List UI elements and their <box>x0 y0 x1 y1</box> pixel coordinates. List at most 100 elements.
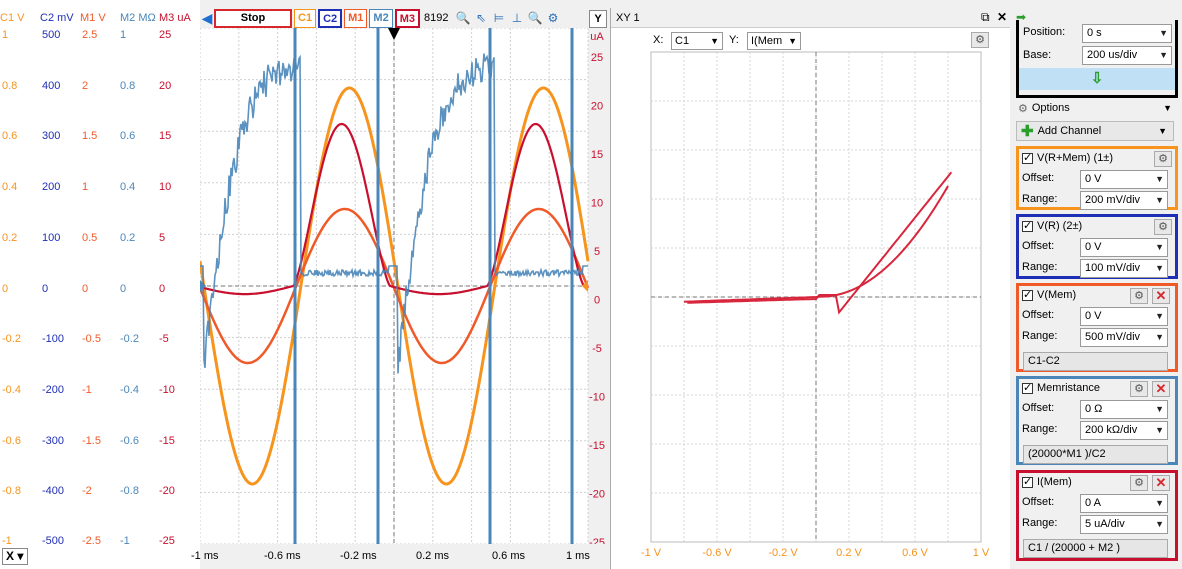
offset-select[interactable]: 0 A ▼ <box>1080 494 1168 513</box>
checkbox-icon[interactable] <box>1022 221 1033 232</box>
axis-header-c1: C1 V <box>0 12 24 24</box>
channel-m1-button[interactable]: M1 <box>344 9 367 28</box>
channel-enable-checkbox[interactable]: V(R) (2±) <box>1022 220 1082 232</box>
axis-tick-label: 2.5 <box>82 29 97 41</box>
axis-tick-label: 500 <box>42 29 60 41</box>
channel-m2-button[interactable]: M2 <box>369 9 392 28</box>
range-select[interactable]: 200 kΩ/div ▼ <box>1080 421 1168 440</box>
axis-tick-label: -1.5 <box>82 435 101 447</box>
xy-x-select[interactable]: C1 ▼ <box>671 32 723 50</box>
axis-tick-label: 300 <box>42 130 60 142</box>
axis-tick-label: 0.2 <box>120 232 135 244</box>
checkbox-icon[interactable] <box>1022 290 1033 301</box>
channel-m3-button[interactable]: M3 <box>395 9 420 28</box>
options-row[interactable]: ⚙ Options ▼ <box>1018 99 1178 117</box>
axis-tick-label: -0.8 <box>120 485 139 497</box>
channel-expression-field[interactable]: C1-C2 <box>1023 352 1168 371</box>
range-select[interactable]: 5 uA/div ▼ <box>1080 515 1168 534</box>
axis-tick-label: -15 <box>159 435 175 447</box>
offset-select[interactable]: 0 V ▼ <box>1080 170 1168 189</box>
xy-x-tick-label: -1 V <box>641 547 662 559</box>
xy-settings-gear-icon[interactable]: ⚙ <box>971 32 989 48</box>
channel-settings-gear-icon[interactable]: ⚙ <box>1154 151 1172 167</box>
add-channel-button[interactable]: ✚ Add Channel ▼ <box>1016 121 1174 141</box>
close-icon[interactable]: ✕ <box>997 10 1007 24</box>
scope-toolbar: ◀ Stop C1 C2 M1 M2 M3 8192 s 🔍 ⇖ ⊨ ⊥ 🔍 ⚙ <box>200 8 608 28</box>
axis-tick-label: 1 <box>120 29 126 41</box>
channel-c2-button[interactable]: C2 <box>318 9 342 28</box>
restore-icon[interactable]: ⧉ <box>981 10 990 25</box>
xy-x-tick-label: -0.6 V <box>702 547 732 559</box>
axis-tick-label: 0 <box>42 283 48 295</box>
range-select[interactable]: 500 mV/div ▼ <box>1080 328 1168 347</box>
axis-tick-label: 0.5 <box>82 232 97 244</box>
stop-button[interactable]: Stop <box>214 9 292 28</box>
axis-tick-label: 0 <box>2 283 8 295</box>
cursor-icon[interactable]: ⇖ <box>472 9 490 27</box>
xy-y-label: Y: <box>729 34 739 46</box>
channel-name: Memristance <box>1037 382 1100 394</box>
xy-y-select[interactable]: I(Mem ▼ <box>747 32 801 50</box>
right-tick-label: -15 <box>589 440 605 452</box>
axis-tick-label: -2.5 <box>82 535 101 547</box>
channel-enable-checkbox[interactable]: V(Mem) <box>1022 289 1076 301</box>
channel-settings-gear-icon[interactable]: ⚙ <box>1154 219 1172 235</box>
offset-select[interactable]: 0 Ω ▼ <box>1080 400 1168 419</box>
axis-tick-label: 1 <box>2 29 8 41</box>
measure-v-icon[interactable]: ⊥ <box>508 9 526 27</box>
axis-tick-label: -0.6 <box>2 435 21 447</box>
channel-expression-field[interactable]: (20000*M1 )/C2 <box>1023 445 1168 464</box>
range-select[interactable]: 100 mV/div ▼ <box>1080 259 1168 278</box>
remove-channel-icon[interactable]: ✕ <box>1152 381 1170 397</box>
channel-c1-button[interactable]: C1 <box>294 9 316 28</box>
x-axis-dropdown[interactable]: X ▾ <box>2 548 28 565</box>
right-tick-label: 0 <box>594 295 600 307</box>
right-tick-label: -20 <box>589 489 605 501</box>
xy-x-tick-label: 0.6 V <box>902 547 928 559</box>
channel-settings-gear-icon[interactable]: ⚙ <box>1130 288 1148 304</box>
offset-label: Offset: <box>1022 402 1054 414</box>
chevron-down-icon: ▼ <box>1163 103 1172 113</box>
offset-select[interactable]: 0 V ▼ <box>1080 307 1168 326</box>
axis-tick-label: 0.6 <box>120 130 135 142</box>
remove-channel-icon[interactable]: ✕ <box>1152 288 1170 304</box>
zoom-icon[interactable]: 🔍 <box>526 9 544 27</box>
channel-enable-checkbox[interactable]: Memristance <box>1022 382 1100 394</box>
zoom-in-icon[interactable]: 🔍 <box>454 9 472 27</box>
right-tick-label: -10 <box>589 392 605 404</box>
right-tick-label: -5 <box>592 343 602 355</box>
channel-settings-gear-icon[interactable]: ⚙ <box>1130 475 1148 491</box>
channel-enable-checkbox[interactable]: I(Mem) <box>1022 476 1072 488</box>
settings-gear-icon[interactable]: ⚙ <box>544 9 562 27</box>
offset-select[interactable]: 0 V ▼ <box>1080 238 1168 257</box>
time-base-box: Position: 0 s ▼ Base: 200 us/div ▼ ⇩ <box>1016 20 1178 98</box>
right-tick-label: 5 <box>594 246 600 258</box>
base-label: Base: <box>1023 49 1051 61</box>
checkbox-icon[interactable] <box>1022 153 1033 164</box>
scope-plot[interactable]: uA 25 20 15 10 5 0 -5 -10 -15 -20 -25 <box>200 28 608 544</box>
collapse-arrow-icon[interactable]: ◀ <box>200 10 214 27</box>
axis-tick-label: 0 <box>120 283 126 295</box>
checkbox-icon[interactable] <box>1022 383 1033 394</box>
axis-tick-label: -20 <box>159 485 175 497</box>
channel-enable-checkbox[interactable]: V(R+Mem) (1±) <box>1022 152 1113 164</box>
channel-expression-field[interactable]: C1 / (20000 + M2 ) <box>1023 539 1168 558</box>
offset-label: Offset: <box>1022 172 1054 184</box>
base-select[interactable]: 200 us/div ▼ <box>1082 46 1172 65</box>
position-select[interactable]: 0 s ▼ <box>1082 24 1172 43</box>
offset-label: Offset: <box>1022 309 1054 321</box>
channel-settings-gear-icon[interactable]: ⚙ <box>1130 381 1148 397</box>
range-select[interactable]: 200 mV/div ▼ <box>1080 191 1168 210</box>
checkbox-icon[interactable] <box>1022 477 1033 488</box>
axis-tick-label: -0.2 <box>120 333 139 345</box>
measure-h-icon[interactable]: ⊨ <box>490 9 508 27</box>
axis-header-c2: C2 mV <box>40 12 74 24</box>
y-axis-button[interactable]: Y <box>589 10 607 28</box>
xy-plot[interactable]: -1 V -0.6 V -0.2 V 0.2 V 0.6 V 1 V <box>611 28 1011 569</box>
axis-tick-label: -100 <box>42 333 64 345</box>
apply-down-button[interactable]: ⇩ <box>1019 68 1175 90</box>
xy-x-tick-label: -0.2 V <box>768 547 798 559</box>
axis-tick-label: 0 <box>159 283 165 295</box>
remove-channel-icon[interactable]: ✕ <box>1152 475 1170 491</box>
